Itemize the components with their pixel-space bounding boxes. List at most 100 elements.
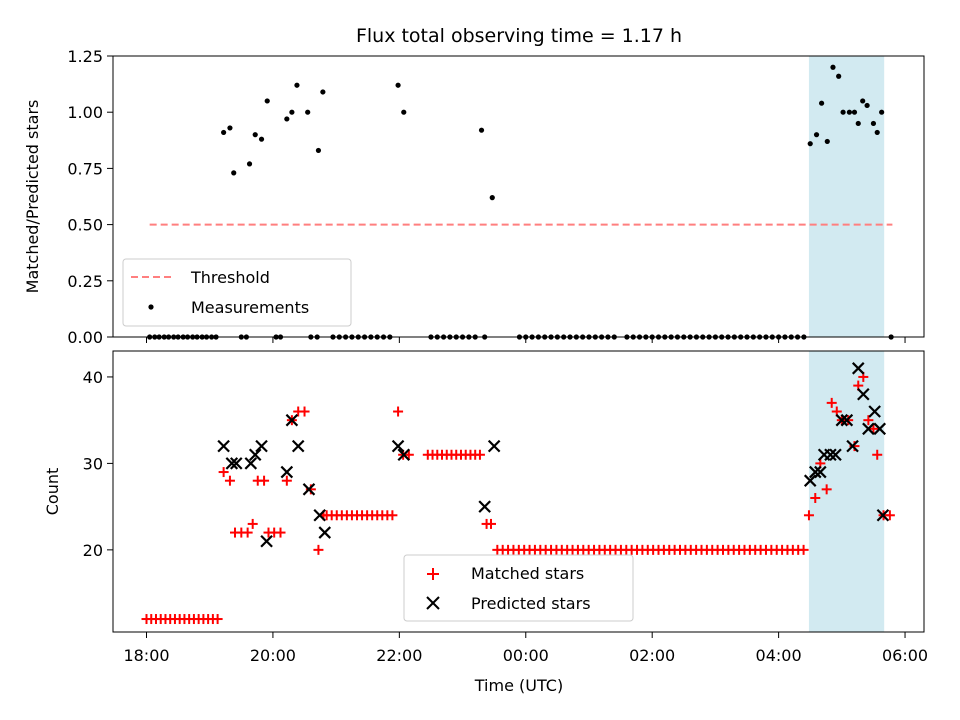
measurement-point: [305, 109, 311, 115]
measurement-point: [315, 147, 322, 154]
predicted-star-point: [862, 422, 875, 436]
matched-star-point: [821, 484, 832, 495]
matched-star-point: [305, 484, 316, 495]
matched-star-point: [803, 510, 814, 521]
predicted-star-point: [318, 526, 332, 539]
bottom-y-tick-label: 30: [83, 454, 103, 473]
measurement-point: [813, 132, 820, 138]
top-y-tick-label: 0.25: [67, 272, 103, 291]
predicted-star-point: [868, 405, 881, 418]
measurements-legend-swatch: [148, 304, 154, 310]
measurement-point: [874, 129, 880, 136]
measurement-point: [860, 98, 866, 104]
top-highlight-span: [808, 56, 885, 337]
matched-star-point: [247, 518, 258, 529]
predicted-star-point: [846, 439, 859, 453]
top-legend-box: [122, 258, 352, 327]
predicted-star-point: [478, 500, 491, 513]
matched-stars-layer: [141, 371, 895, 625]
measurement-point: [227, 125, 233, 131]
x-tick-label: 00:00: [503, 646, 549, 665]
top-y-tick-label: 1.25: [67, 47, 103, 66]
predicted-star-point: [255, 439, 268, 453]
bottom-y-tick-label: 40: [83, 368, 103, 387]
matched-star-point: [299, 406, 310, 417]
predicted-star-point: [814, 465, 827, 479]
predicted-star-point: [244, 457, 258, 470]
predicted-star-point: [803, 474, 817, 487]
predicted-star-point: [876, 508, 890, 522]
measurement-point: [824, 138, 830, 145]
matched-star-point: [403, 449, 414, 460]
measurement-point: [246, 161, 253, 167]
predicted-star-point: [302, 483, 316, 496]
predicted-star-point: [248, 448, 262, 462]
top-axes-frame: [112, 55, 925, 338]
measurement-point: [401, 109, 407, 115]
predicted-star-point: [280, 465, 294, 479]
top-y-tick-label: 1.00: [67, 103, 103, 122]
measurement-point: [879, 109, 885, 115]
measurement-point: [864, 102, 870, 109]
measurement-point: [221, 129, 227, 136]
bottom-highlight-span: [808, 351, 885, 632]
measurement-point: [231, 170, 237, 176]
matched-star-point: [872, 449, 883, 460]
predicted-star-point: [840, 413, 854, 427]
chart-title: Flux total observing time = 1.17 h: [356, 25, 682, 47]
matched-star-point: [218, 467, 229, 478]
predicted-star-point: [829, 448, 842, 462]
matched-star-point: [863, 415, 874, 426]
measurement-point: [395, 82, 401, 88]
top-y-tick-label: 0.00: [67, 328, 103, 347]
top-legend: Threshold Measurements: [122, 258, 352, 327]
predicted-star-point: [391, 439, 405, 453]
predicted-star-point: [229, 457, 243, 470]
top-y-ticks: 0.00 0.25 0.50 0.75 1.00 1.25: [67, 47, 113, 347]
threshold-legend-label: Threshold: [190, 268, 270, 287]
bottom-y-axis-label: Count: [43, 468, 62, 516]
x-tick-label: 18:00: [123, 646, 169, 665]
measurement-point: [289, 109, 295, 115]
x-tick-label: 22:00: [376, 646, 422, 665]
measurement-point: [870, 120, 877, 127]
top-y-tick-label: 0.75: [67, 159, 103, 178]
x-tick-label: 06:00: [882, 646, 928, 665]
predicted-star-point: [260, 534, 273, 548]
bottom-x-ticks: 18:00 20:00 22:00 00:00 02:00 04:00 06:00: [123, 632, 928, 665]
measurement-point: [284, 116, 290, 122]
measurement-point: [489, 195, 495, 201]
measurement-point: [807, 141, 813, 147]
predicted-star-point: [285, 413, 299, 427]
x-tick-label: 04:00: [756, 646, 802, 665]
measurement-point: [851, 109, 858, 115]
measurement-point: [258, 136, 265, 142]
bottom-y-tick-label: 20: [83, 541, 103, 560]
measurement-point: [840, 109, 846, 115]
measurement-point: [252, 132, 258, 138]
matched-star-point: [275, 527, 286, 538]
top-x-ticks: [146, 337, 906, 343]
measurement-point: [320, 89, 326, 95]
matched-star-point: [393, 406, 404, 417]
predicted-star-point: [313, 508, 326, 522]
matched-star-point: [242, 527, 253, 538]
measurement-point: [830, 64, 836, 70]
matched-star-point: [313, 544, 324, 555]
measurement-point: [836, 73, 842, 79]
x-axis-label: Time (UTC): [474, 676, 563, 695]
measurement-point: [846, 109, 853, 115]
predicted-star-point: [851, 362, 865, 375]
measurements-legend-label: Measurements: [191, 298, 309, 317]
predicted-star-point: [857, 387, 870, 401]
predicted-star-point: [397, 448, 411, 462]
matched-star-point: [212, 614, 223, 625]
bottom-legend-box: [403, 554, 634, 622]
matched-star-point: [884, 510, 895, 521]
matched-star-point: [486, 518, 497, 529]
matched-star-point: [474, 449, 485, 460]
bottom-legend: Matched stars Predicted stars: [403, 554, 634, 622]
predicted-star-point: [225, 457, 239, 470]
bottom-axes-frame: [112, 350, 925, 633]
